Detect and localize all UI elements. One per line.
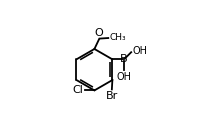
Text: OH: OH [132, 46, 146, 56]
Text: Br: Br [105, 91, 117, 101]
Text: CH₃: CH₃ [109, 33, 125, 42]
Text: B: B [120, 54, 127, 64]
Text: Cl: Cl [72, 85, 83, 95]
Text: OH: OH [116, 72, 131, 82]
Text: O: O [94, 28, 103, 38]
